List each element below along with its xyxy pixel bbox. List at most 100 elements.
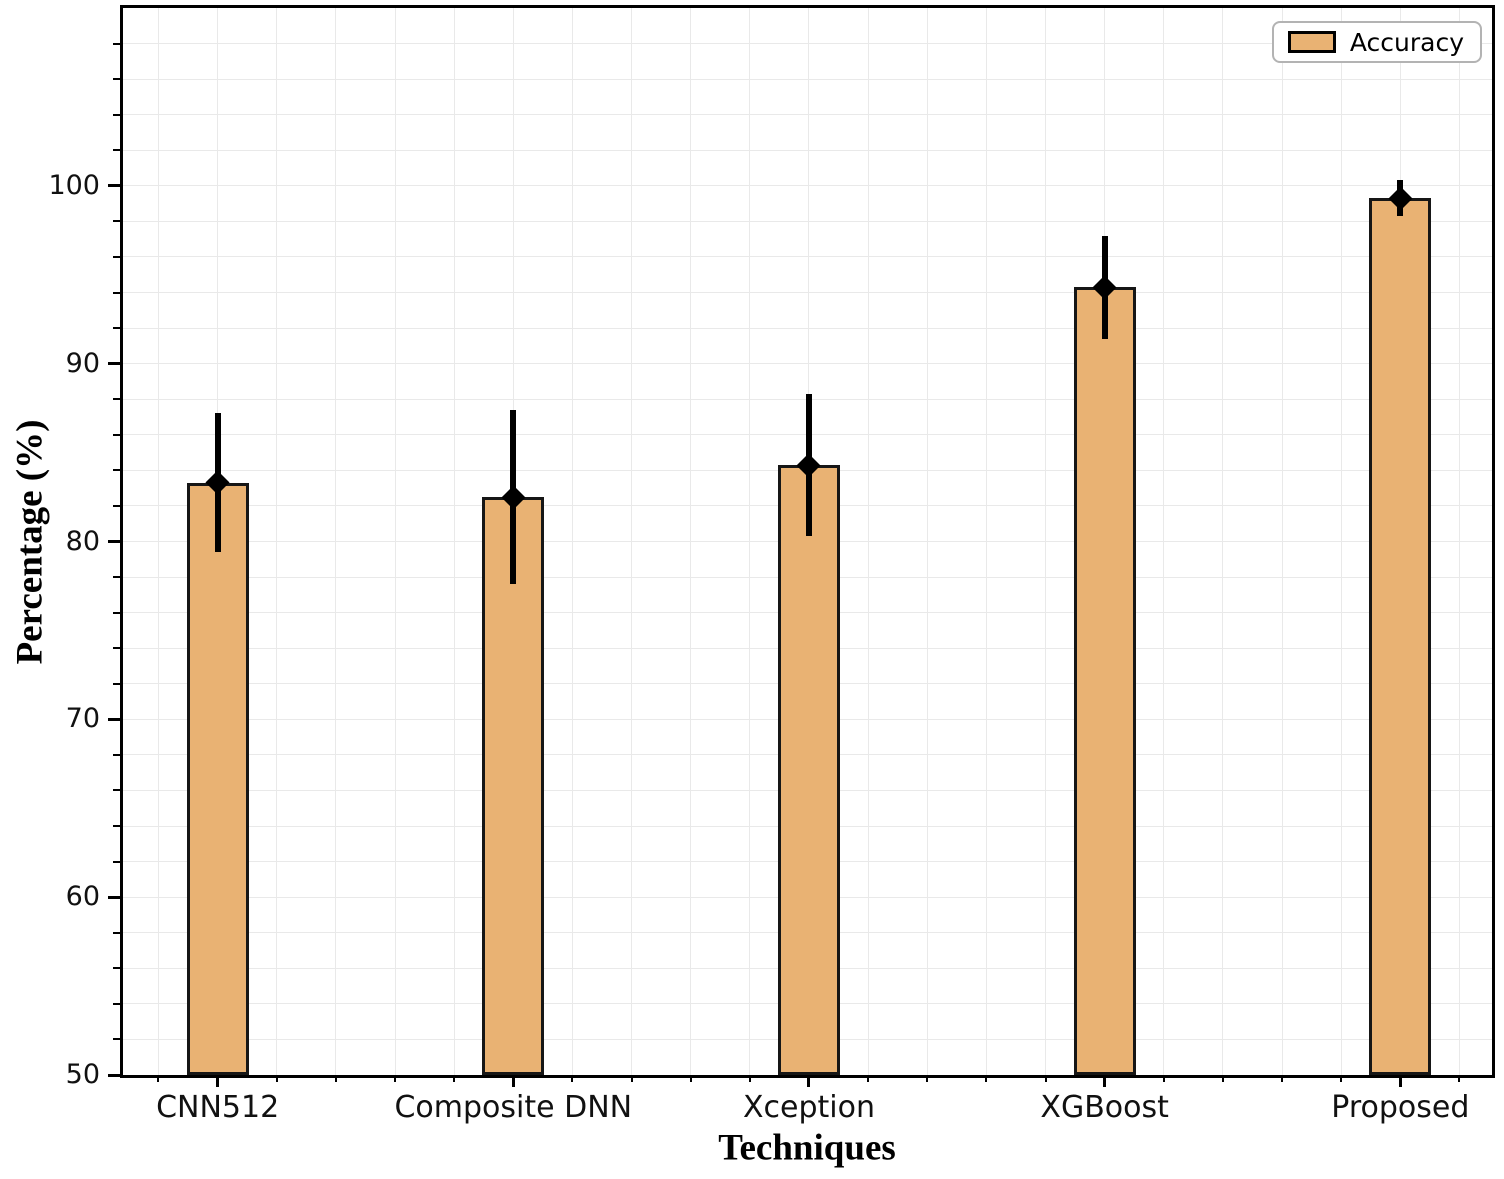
gridline-vertical xyxy=(867,8,869,1075)
y-axis-minor-tick xyxy=(113,504,120,507)
y-axis-minor-tick xyxy=(113,860,120,863)
y-axis-minor-tick xyxy=(113,291,120,294)
gridline-horizontal xyxy=(123,292,1492,294)
bar-cnn512 xyxy=(186,482,249,1075)
y-axis-major-tick xyxy=(108,184,120,188)
gridline-vertical xyxy=(1281,8,1283,1075)
gridline-horizontal xyxy=(123,149,1492,151)
bar-composite-dnn xyxy=(482,497,545,1075)
x-axis-major-tick xyxy=(807,1075,811,1087)
y-axis-tick-label: 70 xyxy=(65,703,100,735)
plot-area: Accuracy 50 60 70 80 90 100 CNN512 Composite DN… xyxy=(48,5,1495,1125)
gridline-vertical xyxy=(276,8,278,1075)
y-axis-minor-tick xyxy=(113,149,120,152)
bar-xgboost xyxy=(1073,287,1136,1075)
y-axis-tick-label: 100 xyxy=(48,169,100,201)
y-axis-major-tick xyxy=(108,1073,120,1077)
gridline-horizontal xyxy=(123,43,1492,45)
gridline-horizontal xyxy=(123,363,1492,365)
y-axis-minor-tick xyxy=(113,682,120,685)
y-axis-major-tick xyxy=(108,540,120,543)
y-axis-minor-tick xyxy=(113,220,120,223)
y-axis-minor-tick xyxy=(113,433,120,436)
y-axis-tick-label: 50 xyxy=(65,1059,100,1090)
gridline-horizontal xyxy=(123,185,1492,187)
gridline-vertical xyxy=(453,8,455,1075)
bar-xception xyxy=(777,465,840,1075)
x-axis-minor-tick xyxy=(1281,1075,1284,1082)
gridline-vertical xyxy=(157,8,159,1075)
gridline-horizontal xyxy=(123,256,1492,258)
y-axis-minor-tick xyxy=(113,469,120,472)
x-axis-minor-tick xyxy=(157,1075,160,1082)
gridline-vertical xyxy=(394,8,396,1075)
gridline-vertical xyxy=(926,8,928,1075)
x-axis-minor-tick xyxy=(1458,1075,1461,1082)
x-axis-tick-label-proposed: Proposed xyxy=(1331,1090,1470,1125)
y-axis-minor-tick xyxy=(113,398,120,401)
y-axis-minor-tick xyxy=(113,42,120,45)
x-axis-minor-tick xyxy=(985,1075,988,1082)
x-axis-title: Techniques xyxy=(718,1127,896,1169)
legend-accuracy-swatch xyxy=(1287,31,1336,53)
x-axis-minor-tick xyxy=(926,1075,929,1082)
gridline-vertical xyxy=(1163,8,1165,1075)
gridline-vertical xyxy=(985,8,987,1075)
x-axis-minor-tick xyxy=(334,1075,337,1082)
x-axis-major-tick xyxy=(216,1075,220,1087)
y-axis-minor-tick xyxy=(113,967,120,970)
legend: Accuracy xyxy=(1271,21,1482,63)
x-axis-minor-tick xyxy=(867,1075,870,1082)
x-axis-major-tick xyxy=(1398,1075,1402,1087)
y-axis-minor-tick xyxy=(113,611,120,614)
y-axis-minor-tick xyxy=(113,647,120,650)
y-axis-major-tick xyxy=(108,895,120,899)
x-axis-minor-tick xyxy=(1162,1075,1165,1082)
y-axis-minor-tick xyxy=(113,931,120,934)
y-axis-minor-tick xyxy=(113,327,120,330)
gridline-vertical xyxy=(1340,8,1342,1075)
gridline-vertical xyxy=(571,8,573,1075)
x-axis-minor-tick xyxy=(275,1075,278,1082)
y-axis-minor-tick xyxy=(113,825,120,828)
x-axis-tick-label-xgboost: XGBoost xyxy=(1040,1090,1169,1125)
x-axis-minor-tick xyxy=(394,1075,397,1082)
gridline-vertical xyxy=(690,8,692,1075)
x-axis-minor-tick xyxy=(1340,1075,1343,1082)
gridline-horizontal xyxy=(123,114,1492,116)
y-axis-major-tick xyxy=(108,362,120,366)
y-axis-tick-label: 80 xyxy=(65,525,100,557)
x-axis-major-tick xyxy=(511,1075,515,1087)
x-axis-major-tick xyxy=(1103,1075,1107,1087)
x-axis-minor-tick xyxy=(1044,1075,1047,1082)
y-axis-minor-tick xyxy=(113,78,120,81)
gridline-vertical xyxy=(749,8,751,1075)
x-axis-minor-tick xyxy=(453,1075,456,1082)
y-axis-minor-tick xyxy=(113,789,120,792)
x-axis-tick-label-composite-dnn: Composite DNN xyxy=(394,1090,633,1125)
y-axis-tick-label: 60 xyxy=(65,881,100,913)
x-axis-minor-tick xyxy=(748,1075,751,1082)
gridline-vertical xyxy=(1222,8,1224,1075)
y-axis-minor-tick xyxy=(113,1002,120,1005)
x-axis-minor-tick xyxy=(571,1075,574,1082)
y-axis-minor-tick xyxy=(113,1038,120,1041)
y-axis-minor-tick xyxy=(113,255,120,258)
gridline-vertical xyxy=(631,8,633,1075)
gridline-horizontal xyxy=(123,220,1492,222)
gridline-vertical xyxy=(1458,8,1460,1075)
legend-accuracy-label: Accuracy xyxy=(1349,27,1464,57)
y-axis-tick-label: 90 xyxy=(65,347,100,379)
y-axis-title: Percentage (%) xyxy=(9,419,51,665)
y-axis-minor-tick xyxy=(113,753,120,756)
gridline-vertical xyxy=(335,8,337,1075)
gridline-vertical xyxy=(1045,8,1047,1075)
x-axis-minor-tick xyxy=(689,1075,692,1082)
x-axis-tick-label-cnn512: CNN512 xyxy=(156,1090,280,1125)
y-axis-minor-tick xyxy=(113,113,120,116)
x-axis-tick-label-xception: Xception xyxy=(742,1090,875,1125)
y-axis-minor-tick xyxy=(113,576,120,579)
y-axis-major-tick xyxy=(108,717,120,721)
bar-proposed xyxy=(1369,198,1432,1075)
